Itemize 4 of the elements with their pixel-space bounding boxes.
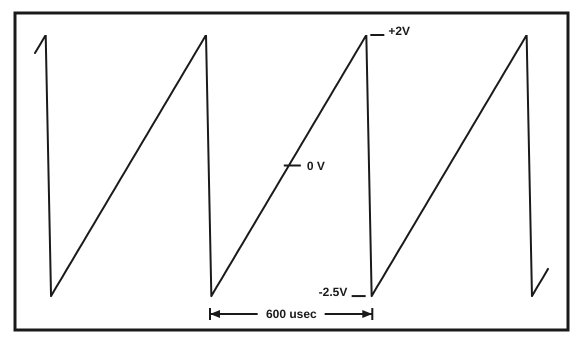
annotation: -2.5V: [318, 285, 348, 300]
annotation: 600 usec: [266, 307, 317, 322]
annotation: +2V: [388, 24, 410, 38]
annotation: 0 V: [306, 158, 325, 173]
